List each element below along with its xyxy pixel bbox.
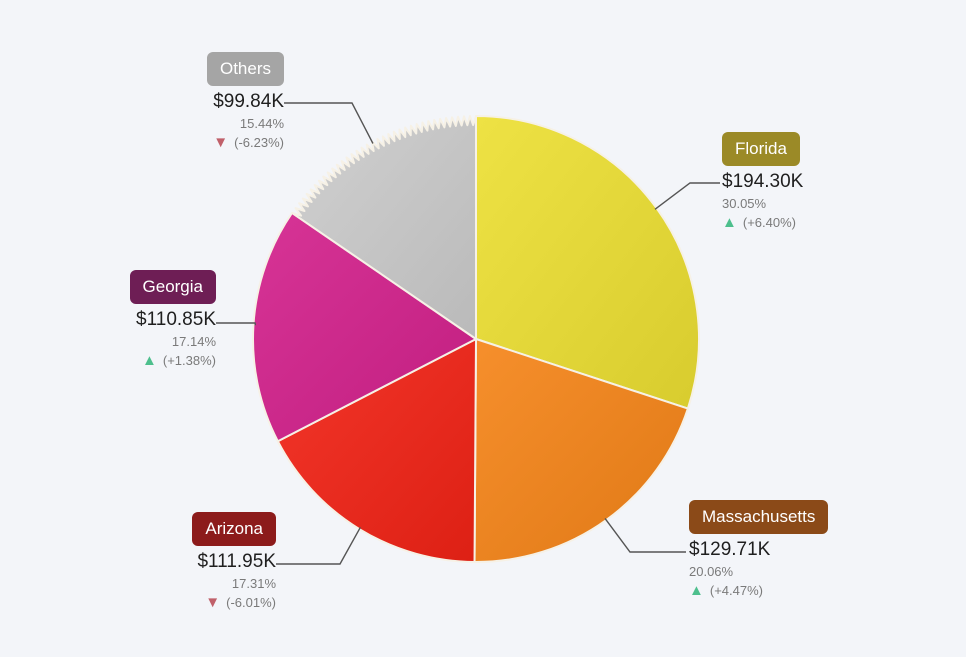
slice-change-text: (+1.38%) [162,353,216,368]
callout-georgia: Georgia $110.85K 17.14% ▲ (+1.38%) [129,270,216,370]
slice-label-pill: Others [206,52,284,86]
callout-massachusetts: Massachusetts $129.71K 20.06% ▲ (+4.47%) [689,500,829,600]
slice-change-text: (-6.23%) [234,135,284,150]
slice-change: ▲ (+4.47%) [689,582,828,600]
slice-change: ▲ (+6.40%) [722,214,803,232]
slice-label-pill: Arizona [192,512,276,546]
connector-line-others [284,102,374,144]
slice-percent: 20.06% [689,564,734,579]
slice-percent: 30.05% [722,196,767,211]
slice-percent: 17.31% [231,576,276,591]
slice-label-pill: Florida [722,132,800,166]
slice-label-pill: Massachusetts [689,500,829,534]
triangle-up-icon: ▲ [142,352,157,369]
callout-arizona: Arizona $111.95K 17.31% ▼ (-6.01%) [192,512,276,612]
slice-value: $110.85K [136,309,216,330]
slice-change: ▼ (-6.01%) [192,594,276,612]
slice-change-text: (-6.01%) [226,595,276,610]
callout-others: Others $99.84K 15.44% ▼ (-6.23%) [206,52,284,152]
pie-slice-georgia[interactable] [252,211,477,443]
triangle-down-icon: ▼ [205,594,221,611]
slice-percent: 17.14% [171,334,216,349]
slice-change: ▼ (-6.23%) [207,134,284,152]
callout-florida: Florida $194.30K 30.05% ▲ (+6.40%) [722,132,803,232]
slice-value: $99.84K [213,91,284,112]
triangle-up-icon: ▲ [689,582,704,599]
connector-line-georgia [216,322,257,326]
slice-label-pill: Georgia [129,270,216,304]
slice-percent: 15.44% [239,116,284,131]
slice-change: ▲ (+1.38%) [130,352,216,370]
connector-line-florida [654,182,720,210]
triangle-up-icon: ▲ [722,214,737,231]
connector-line-arizona [276,527,361,565]
connector-line-massachusetts [604,517,686,553]
slice-change-text: (+4.47%) [709,583,763,598]
slice-change-text: (+6.40%) [742,215,796,230]
slice-value: $111.95K [197,551,276,572]
slice-value: $194.30K [722,171,804,192]
slice-value: $129.71K [689,539,771,560]
triangle-down-icon: ▼ [213,134,229,151]
